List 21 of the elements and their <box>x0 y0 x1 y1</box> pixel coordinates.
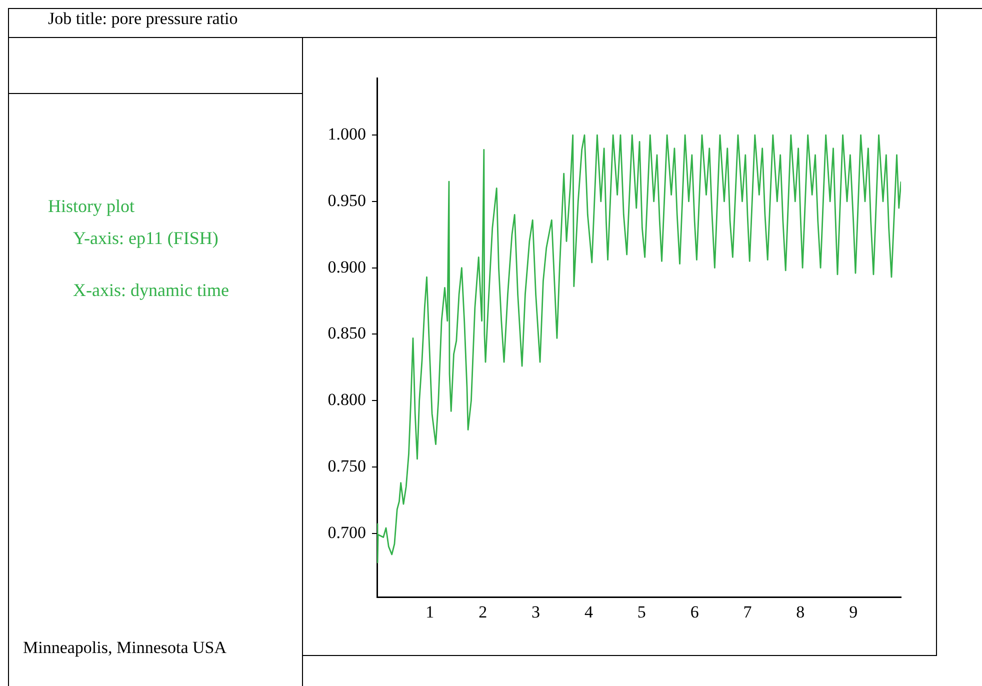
x-tick-label: 6 <box>690 602 699 622</box>
y-tick-label: 0.800 <box>328 390 366 410</box>
text: Minneapolis, Minnesota USA <box>23 638 227 658</box>
x-tick-label: 4 <box>584 602 594 622</box>
text: Job title: pore pressure ratio <box>48 9 238 29</box>
x-tick-label: 1 <box>426 602 434 622</box>
x-tick-label: 8 <box>796 602 805 622</box>
x-tick-label: 7 <box>743 602 752 622</box>
x-tick-label: 5 <box>637 602 646 622</box>
y-tick-label: 0.750 <box>328 456 366 476</box>
y-tick-label: 1.000 <box>328 124 366 144</box>
y-tick-label: 0.850 <box>328 324 366 343</box>
y-tick-label: 0.700 <box>328 522 366 542</box>
text: History plot <box>48 195 136 218</box>
x-tick-label: 3 <box>532 602 540 622</box>
text: X-axis: dynamic time <box>72 279 229 302</box>
x-tick-label: 9 <box>849 602 858 622</box>
y-tick-label: 0.950 <box>328 190 366 210</box>
y-tick-label: 0.900 <box>328 257 366 276</box>
x-tick-label: 2 <box>478 602 488 622</box>
text: Y-axis: ep11 (FISH) <box>72 227 220 250</box>
